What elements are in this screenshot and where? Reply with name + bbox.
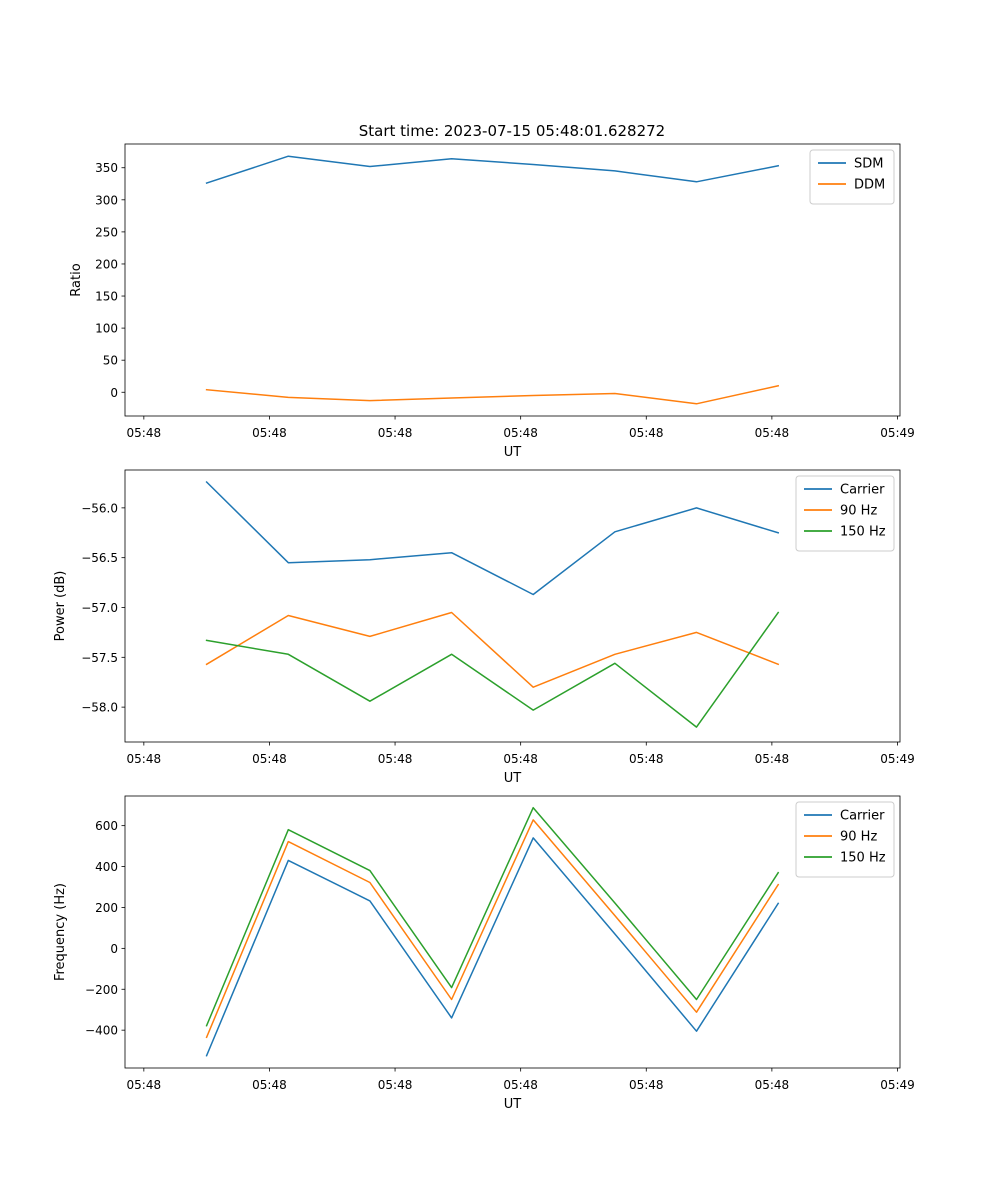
series-line-sdm xyxy=(205,155,780,185)
legend-label: DDM xyxy=(854,178,885,193)
x-tick-label: 05:48 xyxy=(252,426,287,440)
y-tick-label: 400 xyxy=(95,860,118,874)
series-line-ddm xyxy=(205,384,780,405)
x-tick-label: 05:48 xyxy=(629,426,664,440)
x-tick-label: 05:49 xyxy=(880,752,915,766)
x-tick-label: 05:48 xyxy=(252,752,287,766)
y-tick-label: 0 xyxy=(110,942,118,956)
axes-frame xyxy=(124,469,901,743)
x-tick-label: 05:48 xyxy=(755,1078,790,1092)
legend-label: 90 Hz xyxy=(840,504,877,519)
chart-panels: 05:48 05:48 05:48 05:48 05:48 05:48 05:49 0 50 10… xyxy=(53,143,915,1112)
panel-1: 05:48 05:48 05:48 05:48 05:48 05:48 05:49 0 50 10… xyxy=(69,143,915,460)
x-tick-label: 05:48 xyxy=(629,752,664,766)
x-tick-label: 05:48 xyxy=(629,1078,664,1092)
x-tick-label: 05:48 xyxy=(503,1078,538,1092)
y-tick-label: 150 xyxy=(95,290,118,304)
x-tick-label: 05:48 xyxy=(127,752,162,766)
x-tick-label: 05:48 xyxy=(252,1078,287,1092)
y-tick-label: −57.5 xyxy=(81,651,118,665)
y-axis-label: Frequency (Hz) xyxy=(53,883,68,981)
y-axis-label: Power (dB) xyxy=(53,571,68,642)
x-tick-label: 05:48 xyxy=(378,752,413,766)
y-tick-label: −200 xyxy=(85,983,118,997)
y-tick-label: 600 xyxy=(95,819,118,833)
x-tick-label: 05:48 xyxy=(127,1078,162,1092)
x-tick-label: 05:48 xyxy=(503,426,538,440)
x-tick-label: 05:48 xyxy=(378,426,413,440)
legend-label: 150 Hz xyxy=(840,525,886,540)
y-tick-label: 200 xyxy=(95,901,118,915)
y-tick-label: 350 xyxy=(95,161,118,175)
x-axis-label: UT xyxy=(504,1097,522,1112)
series-line-carrier xyxy=(205,480,780,596)
y-tick-label: −57.0 xyxy=(81,601,118,615)
x-axis-label: UT xyxy=(504,445,522,460)
series-line-150-hz xyxy=(205,611,780,728)
figure-title: Start time: 2023-07-15 05:48:01.628272 xyxy=(359,122,665,140)
series-line-90-hz xyxy=(205,819,780,1039)
legend-label: 150 Hz xyxy=(840,851,886,866)
x-tick-label: 05:48 xyxy=(127,426,162,440)
x-tick-label: 05:49 xyxy=(880,426,915,440)
y-tick-label: −400 xyxy=(85,1024,118,1038)
x-tick-label: 05:49 xyxy=(880,1078,915,1092)
legend: Carrier 90 Hz 150 Hz xyxy=(795,475,895,552)
y-tick-label: −56.5 xyxy=(81,551,118,565)
legend-box xyxy=(795,801,895,878)
y-tick-label: −56.0 xyxy=(81,501,118,515)
series-line-carrier xyxy=(205,837,780,1057)
legend-label: 90 Hz xyxy=(840,830,877,845)
y-tick-label: −58.0 xyxy=(81,701,118,715)
series-line-150-hz xyxy=(205,806,780,1027)
legend-box xyxy=(795,475,895,552)
x-tick-label: 05:48 xyxy=(503,752,538,766)
y-tick-label: 100 xyxy=(95,322,118,336)
legend: SDM DDM xyxy=(809,149,895,205)
x-axis-label: UT xyxy=(504,771,522,786)
y-tick-label: 50 xyxy=(103,354,118,368)
x-tick-label: 05:48 xyxy=(378,1078,413,1092)
y-tick-label: 0 xyxy=(110,386,118,400)
panel-3: 05:48 05:48 05:48 05:48 05:48 05:48 05:49 −400 −… xyxy=(53,795,915,1112)
x-tick-label: 05:48 xyxy=(755,426,790,440)
legend-label: Carrier xyxy=(840,809,885,824)
legend: Carrier 90 Hz 150 Hz xyxy=(795,801,895,878)
y-axis-label: Ratio xyxy=(69,263,84,296)
series-line-90-hz xyxy=(205,611,780,688)
y-tick-label: 250 xyxy=(95,225,118,239)
y-tick-label: 300 xyxy=(95,193,118,207)
panel-2: 05:48 05:48 05:48 05:48 05:48 05:48 05:49 −58.0… xyxy=(53,469,915,786)
x-tick-label: 05:48 xyxy=(755,752,790,766)
legend-label: Carrier xyxy=(840,483,885,498)
legend-label: SDM xyxy=(854,157,883,172)
axes-frame xyxy=(124,795,901,1069)
axes-frame xyxy=(124,143,901,417)
y-tick-label: 200 xyxy=(95,257,118,271)
